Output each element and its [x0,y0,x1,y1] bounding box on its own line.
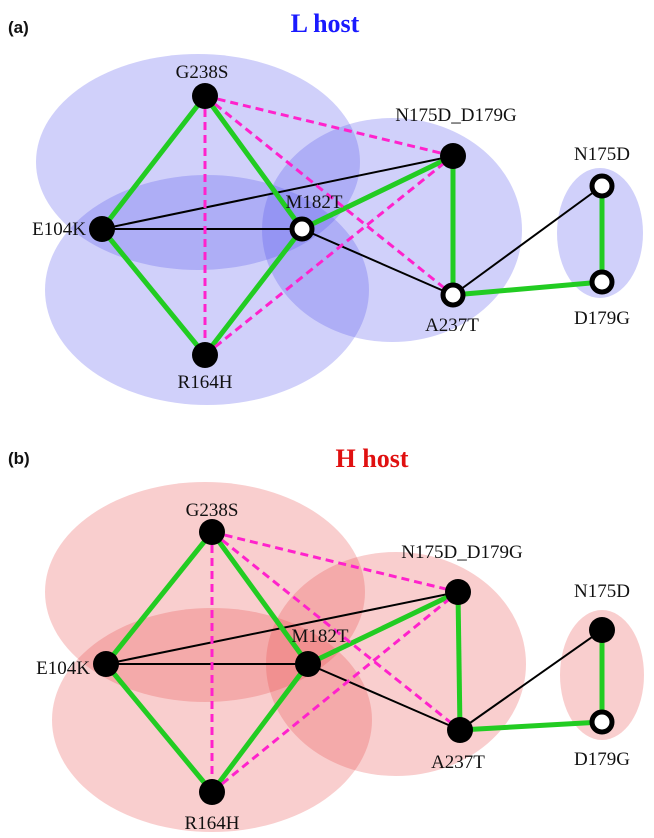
node-label-m182t: M182T [292,626,349,647]
node-n175d-d179g [440,143,466,169]
node-n175d [589,617,615,643]
node-label-m182t: M182T [286,192,343,213]
edge-positive-g238s-to-e104k [100,94,207,231]
edge-positive-g238s-to-m182t [209,530,311,666]
node-r164h [192,342,218,368]
node-label-e104k: E104K [32,219,86,240]
node-label-r164h: R164H [185,813,240,834]
edge-positive-a237t-to-d179g [452,279,603,298]
panel-b-node-labels: G238S N175D_D179G E104K M182T A237T R164… [36,500,630,834]
edge-neutral-m182t-to-a237t [307,663,461,731]
node-label-e104k: E104K [36,658,90,679]
node-a237t [447,717,473,743]
panel-a-label: (a) [8,18,29,37]
panel-b-regions [45,482,644,832]
node-e104k [89,216,115,242]
edge-positive-a237t-to-d179g [459,719,603,733]
node-m182t [289,216,315,242]
region-bottom-cluster [45,175,369,405]
edge-positive-e104k-to-r164h [100,227,207,357]
panel-b: (b) H host G238S N175D_D179G E104K M182T… [8,444,644,834]
edge-positive-e104k-to-r164h [104,662,214,794]
node-a237t [440,282,466,308]
panel-b-label: (b) [8,449,30,468]
node-label-n175d-d179g: N175D_D179G [401,542,523,563]
node-label-g238s: G238S [186,500,239,521]
edge-positive-n175d-d179g-to-a237t [455,591,463,731]
node-label-n175d: N175D [574,144,630,165]
edge-negative-g238s-to-n175d-d179g [211,530,459,594]
region-top-cluster [45,482,365,702]
panel-b-title: H host [336,444,409,473]
panel-b-edges [104,530,605,794]
node-label-a237t: A237T [425,315,479,336]
node-label-r164h: R164H [178,372,233,393]
node-label-n175d-d179g: N175D_D179G [395,105,517,126]
panel-a-edges [100,94,605,357]
edge-neutral-m182t-to-a237t [301,228,454,296]
edge-positive-m182t-to-n175d-d179g [300,153,455,232]
node-g238s [192,83,218,109]
edge-neutral-a237t-to-n175d [459,629,603,731]
node-d179g [589,269,615,295]
edge-positive-g238s-to-m182t [202,94,305,231]
edge-negative-g238s-to-n175d-d179g [204,94,454,158]
edge-positive-m182t-to-n175d-d179g [306,589,460,667]
node-label-g238s: G238S [176,62,229,83]
node-n175d-d179g [445,579,471,605]
node-d179g [589,709,615,735]
edge-negative-g238s-to-a237t [211,530,461,732]
edge-positive-r164h-to-m182t [203,227,304,357]
node-label-d179g: D179G [574,308,630,329]
node-m182t [295,651,321,677]
node-label-d179g: D179G [574,749,630,770]
node-label-n175d: N175D [574,581,630,602]
edge-positive-g238s-to-e104k [104,530,214,666]
panel-a: (a) L host G238S N175D_D179G E104K M182T… [8,9,643,405]
node-n175d [589,173,615,199]
edge-neutral-a237t-to-n175d [452,185,603,296]
edge-negative-g238s-to-a237t [204,94,454,297]
panel-b-nodes [93,519,615,805]
edge-negative-r164h-to-n175d-d179g [211,590,459,794]
node-label-a237t: A237T [431,752,485,773]
panel-a-title: L host [291,9,360,38]
node-e104k [93,651,119,677]
edge-negative-r164h-to-n175d-d179g [204,154,454,357]
node-r164h [199,779,225,805]
node-g238s [199,519,225,545]
panel-a-node-labels: G238S N175D_D179G E104K M182T A237T R164… [32,62,630,393]
panel-a-nodes [89,83,615,368]
edge-positive-r164h-to-m182t [210,662,310,794]
region-top-cluster [36,54,360,270]
